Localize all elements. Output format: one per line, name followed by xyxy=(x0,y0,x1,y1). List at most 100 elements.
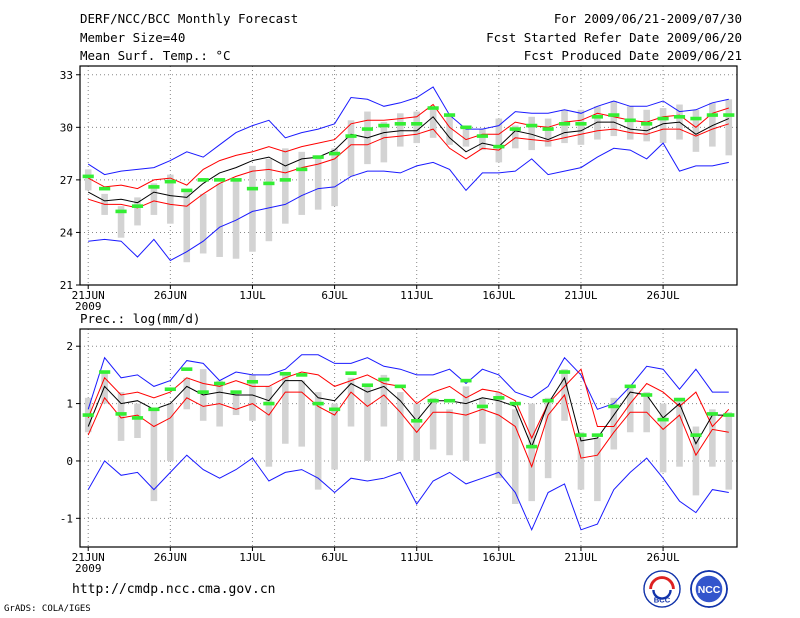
precip-spread-box xyxy=(610,397,618,450)
temperature-spread-box xyxy=(446,115,453,145)
precip-member-mark xyxy=(82,413,94,417)
temperature-spread-box xyxy=(561,109,568,144)
precip-spread-box xyxy=(397,392,404,461)
temperature-spread-box xyxy=(528,116,535,151)
precip-spread-box xyxy=(709,409,716,467)
temperature-spread-box xyxy=(117,206,125,238)
precip-member-mark xyxy=(427,398,439,403)
precip-spread-box xyxy=(347,377,355,427)
precip-spread-box xyxy=(150,409,158,502)
temperature-x-tick-label: 26JUN xyxy=(154,289,187,302)
precip-spread-box xyxy=(331,403,338,470)
precip-member-mark xyxy=(526,444,538,449)
temperature-y-tick-label: 24 xyxy=(60,226,74,239)
precip-spread-box xyxy=(544,397,552,479)
temperature-x-tick-label: 11JUL xyxy=(400,289,433,302)
precip-x-year-label: 2009 xyxy=(75,562,102,575)
ncc-logo: NCC xyxy=(690,570,728,608)
produced-date: Fcst Produced Date 2009/06/21 xyxy=(523,48,742,63)
temperature-member-mark xyxy=(591,115,603,119)
temperature-spread-box xyxy=(626,106,634,140)
precip-member-mark xyxy=(378,377,390,382)
precip-member-mark xyxy=(148,407,160,412)
precip-x-tick-label: 6JUL xyxy=(321,551,348,564)
precip-member-mark xyxy=(723,413,735,417)
temperature-member-mark xyxy=(361,127,374,131)
temperature-spread-box xyxy=(429,109,437,138)
precip-member-mark xyxy=(329,407,341,412)
temperature-member-mark xyxy=(641,122,653,126)
temperature-plot-frame xyxy=(79,65,738,286)
temperature-member-mark xyxy=(476,134,488,138)
temperature-spread-box xyxy=(397,113,404,147)
temperature-spread-box xyxy=(183,190,191,263)
precip-spread-box xyxy=(446,409,453,456)
temperature-member-mark xyxy=(542,127,554,131)
temperature-spread-box xyxy=(134,197,141,226)
temperature-spread-box xyxy=(298,151,306,215)
variable-title-bottom: Prec.: log(mm/d) xyxy=(80,311,201,326)
precip-member-mark xyxy=(394,384,406,389)
precip-x-tick-label: 21JUL xyxy=(564,551,597,564)
precip-series-minimum xyxy=(87,454,729,532)
precip-member-mark xyxy=(411,418,423,423)
temperature-spread-box xyxy=(659,108,667,144)
precip-y-tick-label: 1 xyxy=(66,398,73,411)
temperature-x-tick-label: 26JUL xyxy=(647,289,680,302)
temperature-spread-box xyxy=(594,106,601,140)
temperature-member-mark xyxy=(345,134,357,138)
temperature-member-mark xyxy=(197,178,209,182)
variable-title-top: Mean Surf. Temp.: °C xyxy=(80,48,231,63)
precip-member-mark xyxy=(460,378,472,383)
bcc-logo-text: BCC xyxy=(654,595,671,604)
temperature-series-mean-1sd xyxy=(87,103,729,190)
precip-spread-box xyxy=(265,386,273,467)
precip-series-mean xyxy=(87,376,729,448)
precip-spread-box xyxy=(577,432,585,490)
precip-member-mark xyxy=(246,379,259,384)
precip-spread-box xyxy=(134,403,141,438)
temperature-member-mark xyxy=(427,106,439,110)
temperature-member-mark xyxy=(608,113,620,117)
temperature-member-mark xyxy=(214,178,226,182)
temperature-x-tick-label: 1JUL xyxy=(239,289,266,302)
temperature-member-mark xyxy=(148,185,160,189)
temperature-spread-box xyxy=(265,158,273,242)
temperature-member-mark xyxy=(164,179,176,184)
precip-x-tick-label: 1JUL xyxy=(239,551,266,564)
temperature-spread-box xyxy=(692,109,700,152)
temperature-member-mark xyxy=(706,113,718,117)
temperature-member-mark xyxy=(493,144,505,149)
precip-member-mark xyxy=(706,412,718,416)
temperature-spread-box xyxy=(216,183,223,257)
website-url[interactable]: http://cmdp.ncc.cma.gov.cn xyxy=(72,582,276,597)
precip-spread-box xyxy=(692,426,700,496)
temperature-member-mark xyxy=(624,118,636,123)
precip-series-maximum xyxy=(87,354,729,410)
temperature-spread-box xyxy=(380,122,388,163)
temperature-member-mark xyxy=(279,178,291,182)
temperature-spread-box xyxy=(150,183,158,215)
precip-member-mark xyxy=(230,390,242,394)
precip-member-mark xyxy=(673,397,686,402)
temperature-y-tick-label: 27 xyxy=(60,174,73,187)
temperature-member-mark xyxy=(99,186,111,191)
bcc-logo: BCC xyxy=(643,570,681,608)
ncc-logo-text: NCC xyxy=(698,585,721,596)
precip-spread-box xyxy=(167,403,174,461)
temperature-spread-box xyxy=(167,174,174,224)
temperature-spread-box xyxy=(462,127,470,147)
forecast-title: DERF/NCC/BCC Monthly Forecast xyxy=(80,11,299,26)
precip-member-mark xyxy=(296,373,308,377)
precip-x-tick-label: 21JUN xyxy=(72,551,105,564)
precip-member-mark xyxy=(558,370,571,374)
temperature-member-mark xyxy=(131,204,144,208)
temperature-series-mean-1sd xyxy=(88,123,729,209)
forecast-period: For 2009/06/21-2009/07/30 xyxy=(553,11,742,26)
temperature-spread-box xyxy=(232,179,240,259)
temperature-member-mark xyxy=(263,181,275,186)
temperature-member-mark xyxy=(312,155,324,159)
precip-spread-box xyxy=(659,403,667,473)
precip-plot-frame xyxy=(79,328,738,548)
precip-member-mark xyxy=(115,412,127,416)
